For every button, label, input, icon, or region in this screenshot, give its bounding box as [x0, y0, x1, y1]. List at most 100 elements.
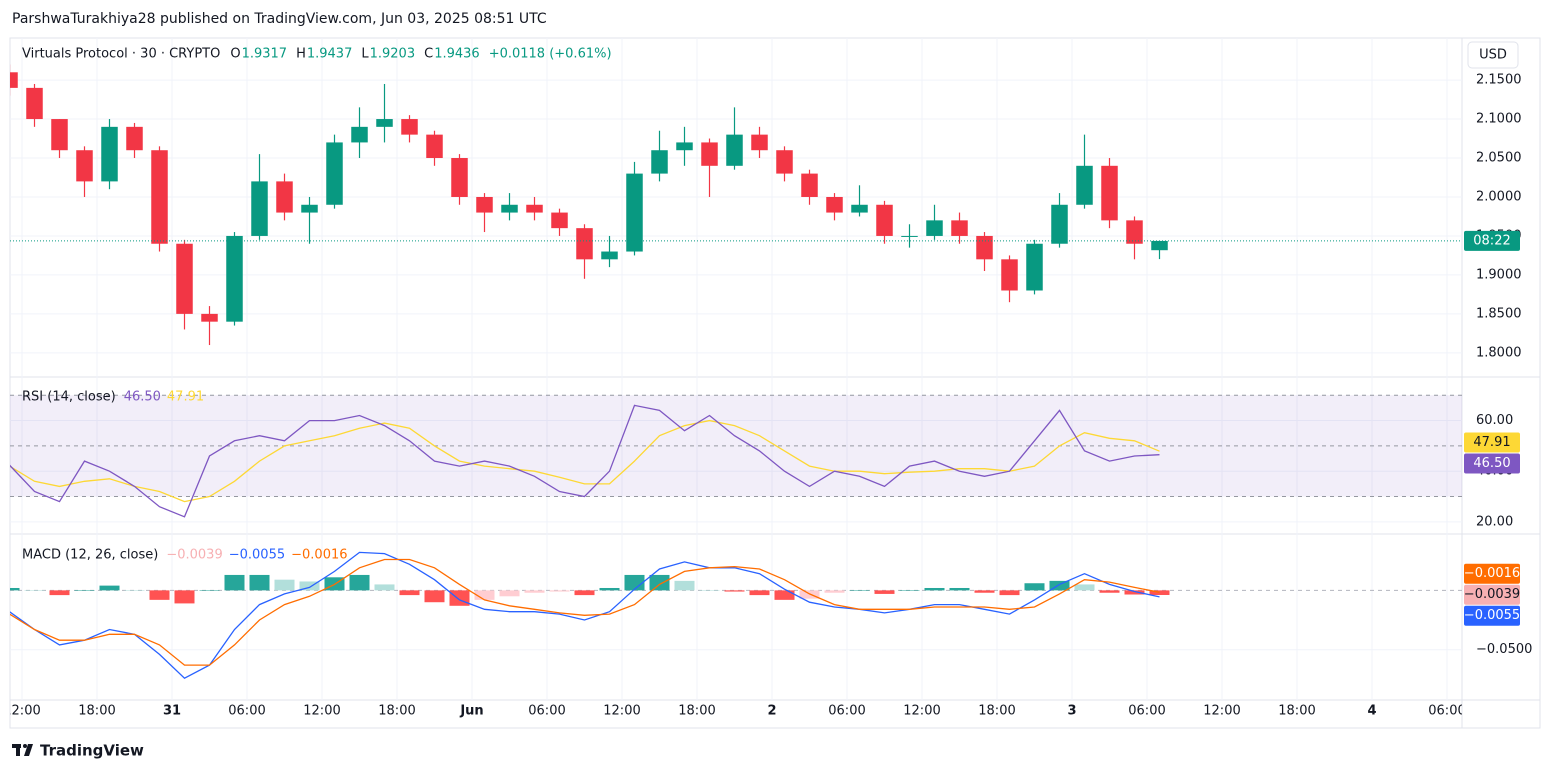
histogram-bar	[674, 580, 695, 591]
x-tick-label: 06:00	[528, 704, 565, 719]
histogram-bar	[574, 590, 595, 596]
histogram-bar	[124, 590, 145, 591]
histogram-bar	[249, 574, 270, 591]
candle-body	[1076, 165, 1093, 205]
histogram-bar	[349, 574, 370, 591]
rsi-line	[10, 404, 1160, 518]
histogram-bar	[49, 590, 70, 596]
candle-body	[951, 220, 968, 236]
histogram-bar	[99, 585, 120, 591]
histogram-bar	[999, 590, 1020, 596]
candle-body	[826, 196, 843, 213]
y-tick-label: 2.1500	[1476, 73, 1522, 88]
histogram-bar	[1049, 580, 1070, 591]
histogram-bar	[449, 590, 470, 606]
histogram-bar	[10, 587, 20, 591]
candle-body	[476, 196, 493, 213]
histogram-bar	[399, 590, 420, 596]
ohlc-value: 1.9436	[434, 47, 480, 62]
candle-body	[251, 181, 268, 236]
histogram-bar	[724, 590, 745, 592]
x-tick-label: 2	[767, 704, 776, 719]
ohlc-value: 1.9317	[242, 47, 288, 62]
candle-body	[876, 204, 893, 236]
currency: USD	[1479, 48, 1507, 63]
candle-body	[1126, 220, 1143, 244]
histogram-bar	[1149, 590, 1170, 595]
candle-body	[176, 243, 193, 314]
histogram-bar	[24, 590, 45, 591]
legend-value: −0.0039	[166, 548, 222, 563]
histogram-bar	[624, 574, 645, 591]
y-tick-label: 2.0500	[1476, 151, 1522, 166]
x-tick-label: 06:00	[228, 704, 265, 719]
candle-body	[726, 134, 743, 166]
ohlc-label: L	[361, 47, 369, 62]
histogram-bar	[424, 590, 445, 603]
histogram-bar	[474, 590, 495, 600]
frame	[9, 37, 1541, 729]
histogram-bar	[699, 590, 720, 591]
legend-title: RSI (14, close)	[22, 390, 116, 405]
y-tick-label: 1.9000	[1476, 267, 1522, 282]
last-price-pill	[1464, 230, 1520, 251]
histogram-bar	[74, 590, 95, 591]
histogram-bar	[924, 587, 945, 591]
legend-value: 46.50	[124, 390, 161, 405]
candle-body	[201, 313, 218, 322]
legend-value: −0.0016	[291, 548, 347, 563]
x-tick-label: Jun	[459, 704, 483, 719]
x-tick-label: 18:00	[78, 704, 115, 719]
ohlc-label: O	[230, 47, 240, 62]
y-tick-label: −0.0500	[1476, 642, 1532, 657]
candle-body	[26, 87, 43, 120]
candle-body	[601, 251, 618, 260]
candle-body	[1026, 243, 1043, 291]
y-tick-label: 2.0000	[1476, 189, 1522, 204]
candle-body	[151, 150, 168, 244]
x-tick-label: 12:00	[3, 704, 40, 719]
candle-body	[76, 150, 93, 182]
axis-pill-label: −0.0039	[1464, 587, 1520, 602]
x-tick-label: 12:00	[1203, 704, 1240, 719]
axis-pill-label: 47.91	[1473, 435, 1510, 450]
histogram-bar	[224, 574, 245, 591]
ohlc-value: 1.9437	[307, 47, 353, 62]
candle-body	[451, 158, 468, 197]
x-tick-label: 18:00	[678, 704, 715, 719]
ohlc-label: C	[424, 47, 433, 62]
x-tick-label: 06:00	[1128, 704, 1165, 719]
x-tick-label: 18:00	[1278, 704, 1315, 719]
rsi-line	[10, 419, 1160, 503]
histogram-bar	[899, 590, 920, 591]
countdown: 08:22	[1473, 233, 1510, 248]
candle-body	[326, 142, 343, 205]
ohlc-label: H	[296, 47, 306, 62]
candle-body	[626, 173, 643, 252]
axis-pill	[1464, 605, 1520, 626]
y-tick-label: 1.8500	[1476, 306, 1522, 321]
legend-value: 47.91	[167, 390, 204, 405]
histogram-bar	[274, 579, 295, 591]
histogram-bar	[499, 590, 520, 597]
histogram-bar	[849, 590, 870, 591]
histogram-bar	[1074, 584, 1095, 591]
candle-body	[1051, 204, 1068, 244]
candle-body	[551, 212, 568, 229]
histogram-bar	[149, 590, 170, 600]
histogram-bar	[174, 590, 195, 604]
candle-body	[226, 235, 243, 322]
candle-body	[426, 134, 443, 159]
candle-body	[526, 204, 543, 213]
legend-title: MACD (12, 26, close)	[22, 548, 158, 563]
macd-line	[10, 551, 1160, 679]
histogram-bar	[649, 574, 670, 591]
macd-line	[10, 558, 1160, 666]
histogram-bar	[749, 590, 770, 596]
candle-body	[776, 150, 793, 174]
legend-title: Virtuals Protocol · 30 · CRYPTO	[22, 47, 220, 62]
axis-pill	[1464, 563, 1520, 584]
axis-pill-label: 46.50	[1473, 456, 1510, 471]
